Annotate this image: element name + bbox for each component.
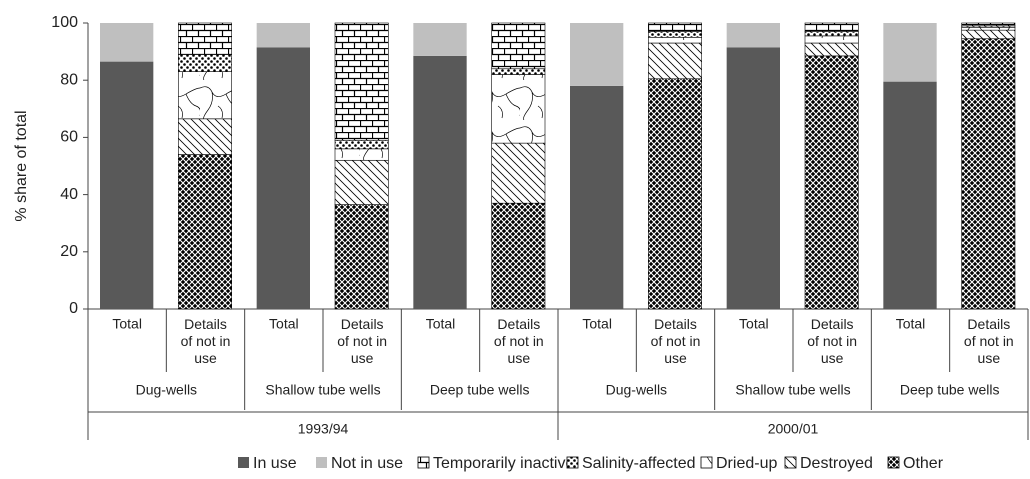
- bar-segment: [334, 22, 389, 141]
- bar-segment: [961, 26, 1016, 31]
- bar-segment: [491, 202, 546, 310]
- y-tick-label: 80: [60, 71, 78, 88]
- period-label: 2000/01: [768, 421, 819, 437]
- bar-segment: [726, 23, 780, 48]
- bar-segment: [100, 61, 154, 309]
- bar-segment: [961, 38, 1016, 310]
- bar-segment: [648, 31, 702, 38]
- x-tick-label: Details of not in use: [337, 316, 387, 366]
- y-tick-label: 100: [51, 14, 78, 31]
- x-tick-label: Details of not in use: [494, 316, 544, 366]
- legend-swatch: [566, 456, 579, 469]
- bar-segment: [100, 23, 154, 62]
- bar-segment: [648, 78, 702, 310]
- bar-segment: [178, 118, 232, 155]
- y-axis-label: % share of total: [13, 110, 30, 221]
- bar-segment: [256, 23, 310, 48]
- legend-label: Not in use: [331, 455, 403, 472]
- bar-segment: [491, 22, 546, 70]
- bar-segment: [413, 23, 467, 56]
- legend-swatch: [700, 456, 713, 469]
- bar-segment: [648, 42, 702, 80]
- bar-segment: [334, 139, 389, 150]
- bar-segment: [178, 71, 232, 120]
- bar-segment: [961, 22, 1016, 27]
- bar-segment: [804, 31, 859, 37]
- legend-label: In use: [253, 455, 297, 472]
- bar-segment: [804, 55, 859, 310]
- y-tick-label: 0: [69, 300, 78, 317]
- x-tick-label: Total: [426, 316, 456, 332]
- bar-segment: [961, 29, 1016, 40]
- legend-label: Destroyed: [800, 455, 873, 472]
- bar-segment: [726, 47, 780, 310]
- x-tick-label: Total: [112, 316, 142, 332]
- bar-segment: [883, 81, 937, 309]
- y-tick-label: 20: [60, 243, 78, 260]
- x-tick-label: Details of not in use: [964, 316, 1014, 366]
- group-label: Deep tube wells: [430, 382, 530, 398]
- bar-segment: [256, 47, 310, 310]
- bar-segment: [413, 55, 467, 309]
- period-label: 1993/94: [298, 421, 349, 437]
- x-tick-label: Details of not in use: [181, 316, 231, 366]
- group-label: Deep tube wells: [900, 382, 1000, 398]
- group-label: Shallow tube wells: [265, 382, 380, 398]
- bar-segment: [178, 22, 232, 55]
- x-tick-label: Details of not in use: [807, 316, 857, 366]
- bar-segment: [178, 154, 232, 310]
- x-tick-label: Total: [739, 316, 769, 332]
- legend-swatch: [887, 456, 900, 469]
- x-tick-label: Details of not in use: [651, 316, 701, 366]
- bar-segment: [648, 22, 702, 32]
- bar-segment: [570, 85, 624, 309]
- legend-swatch: [238, 457, 249, 468]
- legend-label: Dried-up: [716, 455, 777, 472]
- bar-segment: [178, 54, 232, 72]
- bar-segment: [648, 36, 702, 44]
- legend-label: Salinity-affected: [582, 455, 696, 472]
- bar-segment: [491, 142, 546, 204]
- legend-swatch: [316, 457, 327, 468]
- bar-segment: [334, 148, 389, 161]
- bar-segment: [334, 204, 389, 310]
- x-tick-label: Total: [896, 316, 926, 332]
- y-tick-label: 40: [60, 186, 78, 203]
- bar-segment: [570, 23, 624, 86]
- group-label: Shallow tube wells: [735, 382, 850, 398]
- bar-segment: [804, 42, 859, 57]
- legend-swatch: [784, 456, 797, 469]
- y-tick-label: 60: [60, 129, 78, 146]
- bar-segment: [804, 22, 859, 32]
- bar-segment: [334, 159, 389, 205]
- bar-segment: [883, 23, 937, 82]
- legend-swatch: [417, 456, 430, 469]
- bar-segment: [804, 35, 859, 44]
- bar-segment: [491, 74, 546, 144]
- group-label: Dug-wells: [136, 382, 197, 398]
- bar-segment: [491, 68, 546, 75]
- legend-label: Other: [903, 455, 944, 472]
- x-tick-label: Total: [269, 316, 299, 332]
- group-label: Dug-wells: [606, 382, 667, 398]
- x-tick-label: Total: [582, 316, 612, 332]
- legend-label: Temporarily inactive: [433, 455, 574, 472]
